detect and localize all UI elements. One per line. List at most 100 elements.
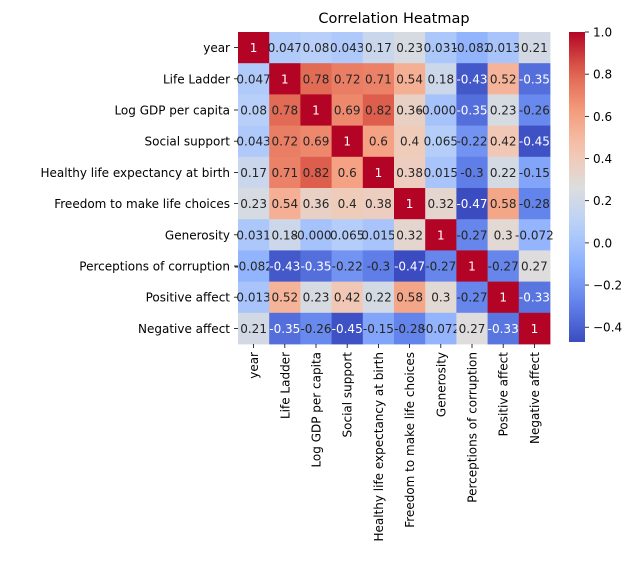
cell-value-label: 0.78 <box>271 104 298 118</box>
heatmap-cell <box>425 32 457 64</box>
cell-value-label: -0.27 <box>488 260 519 274</box>
cell-value-label: -0.27 <box>456 228 487 242</box>
heatmap-cell <box>394 250 426 282</box>
cell-value-label: 0.82 <box>365 104 392 118</box>
heatmap-cell <box>269 125 301 158</box>
cell-value-label: -0.45 <box>519 135 550 149</box>
colorbar-tick-label: 1.0 <box>593 26 612 40</box>
heatmap-cell <box>394 281 426 314</box>
cell-value-label: 0.3 <box>494 228 513 242</box>
cell-value-label: 0.065 <box>330 228 364 242</box>
cell-value-label: 0.36 <box>396 104 423 118</box>
heatmap-cell <box>300 281 332 314</box>
cell-value-label: 0.32 <box>396 228 423 242</box>
cell-value-label: 0.031 <box>424 41 458 55</box>
cell-value-label: 0.047 <box>236 72 270 86</box>
heatmap-cell <box>425 219 457 251</box>
heatmap-cell <box>425 63 457 95</box>
heatmap-cell <box>238 125 270 158</box>
cell-value-label: 1 <box>281 72 289 86</box>
colorbar-tick-label: 0.8 <box>593 68 612 82</box>
cell-value-label: -0.35 <box>300 260 331 274</box>
heatmap-cell <box>456 63 488 95</box>
heatmap-cell <box>487 156 520 189</box>
heatmap-cell <box>300 32 332 64</box>
heatmap-cell <box>238 32 270 64</box>
cell-value-label: 1 <box>468 260 476 274</box>
y-tick-label: Freedom to make life choices <box>54 197 230 211</box>
colorbar: −0.4 −0.2 0.0 0.2 0.4 0.6 0.8 1.0 <box>569 26 622 342</box>
colorbar-tick-label: 0.0 <box>593 236 612 250</box>
cell-value-label: 0.21 <box>521 41 548 55</box>
cell-value-label: 1 <box>499 291 507 305</box>
cell-value-label: -0.28 <box>519 197 550 211</box>
cell-value-label: -0.15 <box>363 322 394 336</box>
heatmap-cell <box>238 281 270 314</box>
colorbar-tick-label: −0.2 <box>593 279 622 293</box>
heatmap-cell <box>487 312 520 345</box>
heatmap-cell <box>518 250 551 282</box>
cell-value-label: 0.52 <box>490 72 517 86</box>
cell-value-label: -0.47 <box>456 197 487 211</box>
chart-title: Correlation Heatmap <box>318 11 469 27</box>
cell-value-label: -0.27 <box>456 291 487 305</box>
cell-value-label: -0.3 <box>367 260 390 274</box>
cell-value-label: 0.17 <box>240 166 267 180</box>
cell-value-label: -0.43 <box>456 72 487 86</box>
heatmap-cell <box>456 312 488 345</box>
heatmap-cell <box>362 94 395 126</box>
heatmap-cell <box>238 188 270 220</box>
cell-value-label: 0.013 <box>486 41 520 55</box>
x-tick-label: Log GDP per capita <box>310 352 324 468</box>
heatmap-cell <box>300 63 332 95</box>
x-tick-label: Generosity <box>434 352 448 417</box>
heatmap-cell <box>269 219 301 251</box>
cell-value-label: 0.3 <box>431 291 450 305</box>
heatmap-cell <box>269 281 301 314</box>
heatmap-cell <box>518 219 551 251</box>
cell-value-label: 1 <box>437 228 445 242</box>
cell-value-label: 0.36 <box>303 197 330 211</box>
cell-value-label: 0.58 <box>490 197 517 211</box>
cell-value-label: -0.35 <box>269 322 300 336</box>
x-tick-label: Healthy life expectancy at birth <box>372 352 386 542</box>
heatmap-cell <box>487 281 520 314</box>
cell-value-label: -0.0007 <box>293 228 339 242</box>
cell-value-label: 0.38 <box>365 197 392 211</box>
heatmap-cell <box>362 281 395 314</box>
cell-value-label: 0.4 <box>338 197 357 211</box>
heatmap-cell <box>394 219 426 251</box>
heatmap-cell <box>331 188 364 220</box>
cell-value-label: 0.065 <box>424 135 458 149</box>
heatmap-cell <box>300 94 332 126</box>
heatmap-cell <box>425 125 457 158</box>
cell-value-label: -0.072 <box>515 228 554 242</box>
cell-value-label: -0.3 <box>460 166 483 180</box>
heatmap-cell <box>331 125 364 158</box>
heatmap-cell <box>300 188 332 220</box>
cell-value-label: -0.27 <box>425 260 456 274</box>
cell-value-label: 0.27 <box>459 322 486 336</box>
heatmap-cell <box>425 94 457 126</box>
y-tick-label: year <box>203 41 230 55</box>
heatmap-cell <box>425 312 457 345</box>
heatmap-cell <box>487 63 520 95</box>
heatmap-cell <box>456 188 488 220</box>
heatmap-cell <box>331 94 364 126</box>
y-tick-label: Positive affect <box>146 291 231 305</box>
heatmap-cell <box>425 188 457 220</box>
cell-value-label: 0.69 <box>303 135 330 149</box>
cell-value-label: 1 <box>406 197 414 211</box>
cell-value-label: -0.33 <box>519 291 550 305</box>
heatmap-cell <box>518 125 551 158</box>
heatmap-cell <box>238 219 270 251</box>
heatmap-cell <box>269 312 301 345</box>
cell-value-label: 0.54 <box>271 197 298 211</box>
cell-value-label: 0.32 <box>427 197 454 211</box>
cell-value-label: -0.26 <box>519 104 550 118</box>
cell-value-label: -0.47 <box>394 260 425 274</box>
heatmap-cell <box>300 156 332 189</box>
cell-value-label: 1 <box>531 322 539 336</box>
x-tick-label: year <box>247 352 261 379</box>
